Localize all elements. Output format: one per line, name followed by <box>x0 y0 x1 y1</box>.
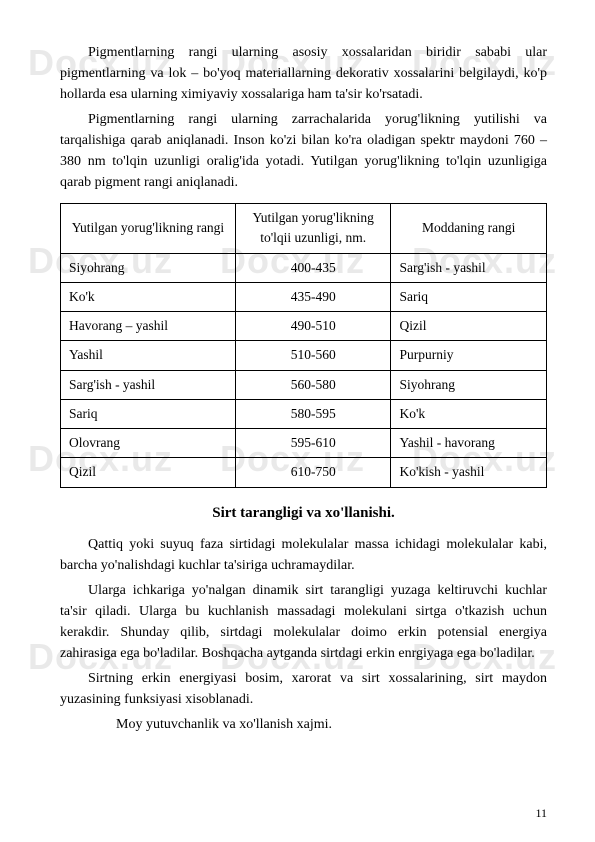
table-row: Olovrang 595-610 Yashil - havorang <box>61 429 547 458</box>
table-cell: Qizil <box>391 312 547 341</box>
table-cell: Ko'k <box>391 399 547 428</box>
spectrum-table: Yutilgan yorug'likning rangi Yutilgan yo… <box>60 203 547 488</box>
table-cell: Sariq <box>391 282 547 311</box>
table-cell: Yashil - havorang <box>391 429 547 458</box>
table-cell: Qizil <box>61 458 236 487</box>
body-paragraph: Pigmentlarning rangi ularning zarrachala… <box>60 109 547 193</box>
page-number: 11 <box>535 804 547 822</box>
table-cell: Yashil <box>61 341 236 370</box>
body-paragraph: Sirtning erkin energiyasi bosim, xarorat… <box>60 668 547 710</box>
section-heading: Sirt tarangligi va xo'llanishi. <box>60 502 547 525</box>
table-cell: 435-490 <box>235 282 391 311</box>
table-row: Qizil 610-750 Ko'kish - yashil <box>61 458 547 487</box>
table-row: Sariq 580-595 Ko'k <box>61 399 547 428</box>
table-cell: Siyohrang <box>61 253 236 282</box>
table-cell: Ko'kish - yashil <box>391 458 547 487</box>
table-cell: Havorang – yashil <box>61 312 236 341</box>
table-row: Sarg'ish - yashil 560-580 Siyohrang <box>61 370 547 399</box>
table-header-cell: Yutilgan yorug'likning to'lqii uzunligi,… <box>235 204 391 254</box>
table-cell: 580-595 <box>235 399 391 428</box>
table-header-cell: Moddaning rangi <box>391 204 547 254</box>
table-header-cell: Yutilgan yorug'likning rangi <box>61 204 236 254</box>
table-cell: Purpurniy <box>391 341 547 370</box>
table-row: Siyohrang 400-435 Sarg'ish - yashil <box>61 253 547 282</box>
table-row: Ko'k 435-490 Sariq <box>61 282 547 311</box>
table-cell: 560-580 <box>235 370 391 399</box>
table-cell: Siyohrang <box>391 370 547 399</box>
table-cell: 400-435 <box>235 253 391 282</box>
table-cell: Sarg'ish - yashil <box>61 370 236 399</box>
table-row: Yashil 510-560 Purpurniy <box>61 341 547 370</box>
table-cell: Olovrang <box>61 429 236 458</box>
table-header-row: Yutilgan yorug'likning rangi Yutilgan yo… <box>61 204 547 254</box>
body-paragraph: Ularga ichkariga yo'nalgan dinamik sirt … <box>60 580 547 664</box>
table-cell: 595-610 <box>235 429 391 458</box>
table-cell: Sarg'ish - yashil <box>391 253 547 282</box>
body-paragraph: Moy yutuvchanlik va xo'llanish xajmi. <box>60 714 547 735</box>
table-cell: 610-750 <box>235 458 391 487</box>
table-cell: Ko'k <box>61 282 236 311</box>
body-paragraph: Pigmentlarning rangi ularning asosiy xos… <box>60 42 547 105</box>
table-cell: 490-510 <box>235 312 391 341</box>
body-paragraph: Qattiq yoki suyuq faza sirtidagi molekul… <box>60 534 547 576</box>
table-cell: 510-560 <box>235 341 391 370</box>
table-cell: Sariq <box>61 399 236 428</box>
table-row: Havorang – yashil 490-510 Qizil <box>61 312 547 341</box>
